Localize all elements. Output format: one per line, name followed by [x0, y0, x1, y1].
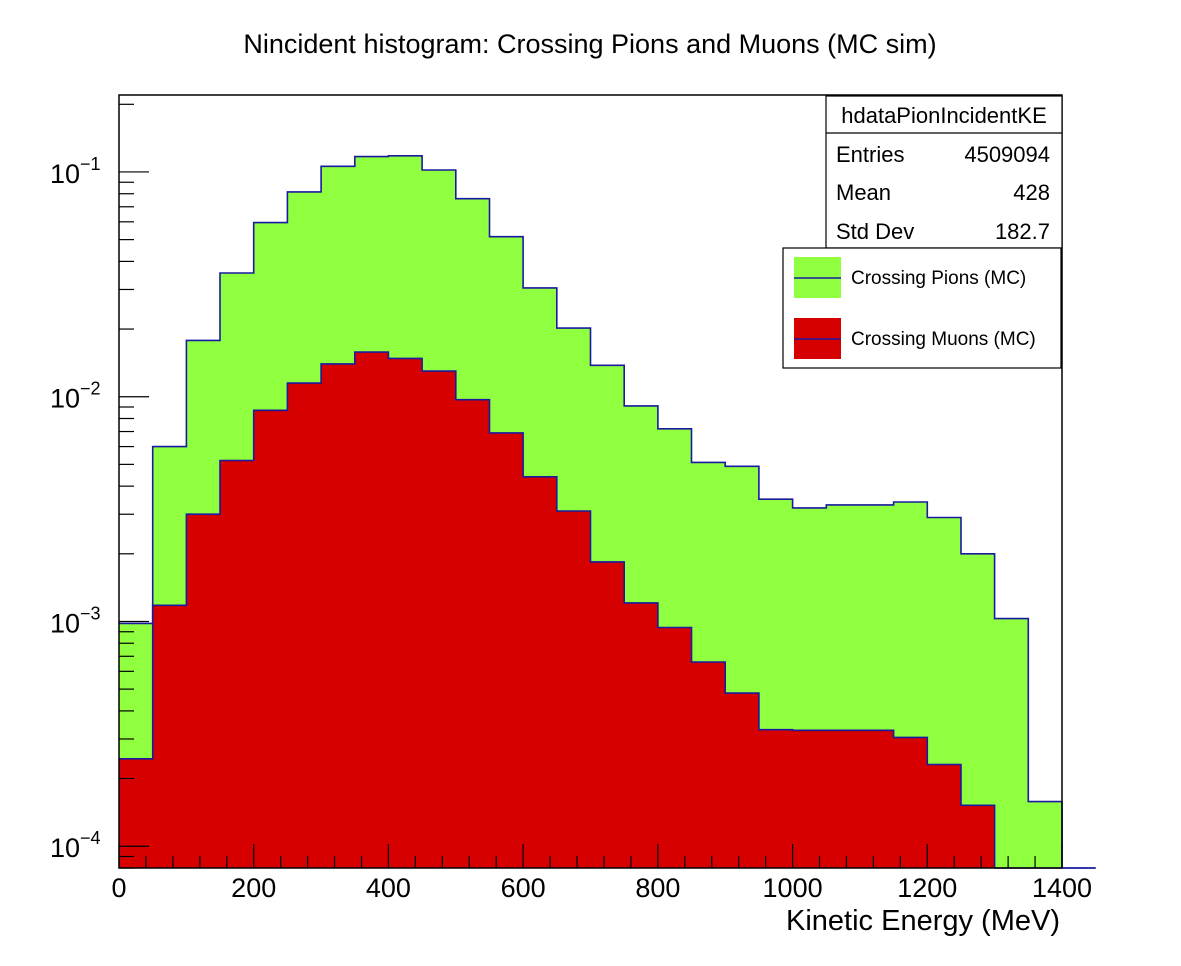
muon-bar: [657, 627, 692, 868]
muon-bar: [489, 432, 524, 868]
muon-histogram-outline: [119, 351, 1096, 869]
stats-box-name: hdataPionIncidentKE: [841, 103, 1047, 128]
muon-bar: [523, 476, 558, 868]
muon-bar: [556, 511, 591, 868]
muon-bar: [960, 805, 996, 868]
muon-bar: [119, 758, 154, 868]
legend-label-muons: Crossing Muons (MC): [851, 329, 1036, 350]
muon-bar: [422, 371, 457, 868]
chart-title: Nincident histogram: Crossing Pions and …: [243, 29, 936, 59]
muon-bar: [691, 662, 726, 868]
muon-bar: [287, 383, 322, 868]
stats-stddev-value: 182.7: [995, 219, 1050, 244]
y-tick-label: 10−3: [50, 603, 101, 638]
x-tick-label: 1000: [763, 873, 823, 903]
y-tick-label: 10−4: [50, 828, 101, 863]
stats-box: hdataPionIncidentKE Entries 4509094 Mean…: [825, 95, 1063, 249]
x-tick-label: 800: [635, 873, 680, 903]
y-tick-label: 10−1: [50, 154, 101, 189]
muon-bar: [792, 730, 827, 868]
y-tick-labels: 10−1 10−2 10−3 10−4: [50, 154, 101, 863]
stats-stddev-label: Std Dev: [836, 219, 914, 244]
muon-bar: [253, 410, 288, 868]
muon-bar: [152, 605, 187, 868]
muon-bar: [725, 693, 760, 868]
pion-bar: [1028, 801, 1063, 868]
x-tick-label: 200: [231, 873, 276, 903]
muon-bar: [590, 561, 625, 868]
muon-bar: [859, 730, 895, 868]
muon-bar: [758, 729, 793, 868]
muon-bar: [455, 399, 490, 868]
stats-mean-label: Mean: [836, 180, 891, 205]
stats-entries-value: 4509094: [964, 142, 1050, 167]
pion-bar: [994, 618, 1029, 868]
muon-bar: [893, 737, 928, 868]
y-tick-label: 10−2: [50, 379, 101, 414]
x-tick-label: 400: [366, 873, 411, 903]
stats-mean-value: 428: [1013, 180, 1050, 205]
legend: Crossing Pions (MC) Crossing Muons (MC): [782, 247, 1062, 369]
axis-ticks: [118, 103, 1063, 869]
x-tick-label: 0: [111, 873, 126, 903]
muon-bar: [826, 730, 861, 868]
x-tick-label: 600: [501, 873, 546, 903]
pion-histogram-outline: [119, 155, 1096, 869]
legend-label-pions: Crossing Pions (MC): [851, 268, 1026, 289]
muon-bar: [321, 363, 356, 868]
x-axis-label: Kinetic Energy (MeV): [786, 905, 1060, 937]
x-tick-label: 1400: [1032, 873, 1092, 903]
muon-bar: [186, 514, 221, 868]
x-tick-label: 1200: [897, 873, 957, 903]
muon-bar: [220, 460, 255, 868]
muon-bar: [354, 352, 389, 868]
muon-bar: [388, 358, 423, 868]
muon-bar: [927, 764, 962, 868]
muon-bar: [624, 602, 659, 868]
x-tick-labels: 0 200 400 600 800 1000 1200 1400: [111, 873, 1092, 903]
plot-frame: [118, 94, 1063, 869]
stats-entries-label: Entries: [836, 142, 904, 167]
histogram-outlines: [119, 155, 1096, 869]
histogram-bars: [119, 155, 1063, 869]
